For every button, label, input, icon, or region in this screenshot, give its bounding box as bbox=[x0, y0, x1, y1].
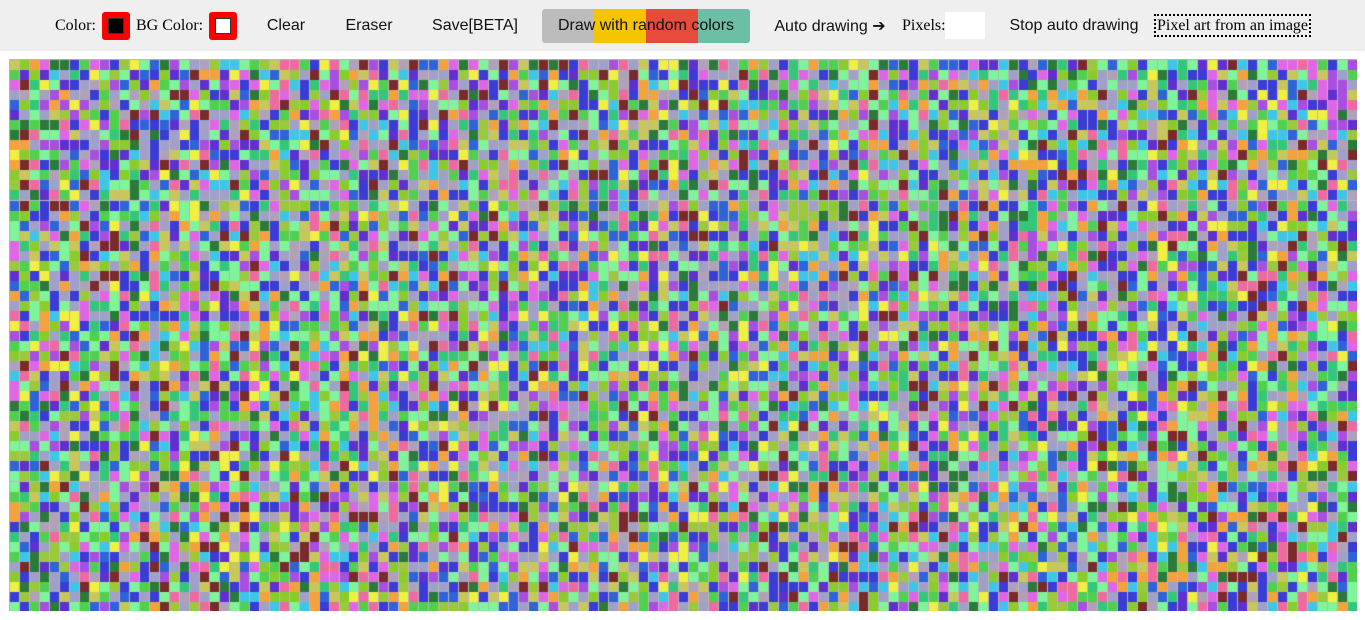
color-picker[interactable] bbox=[102, 12, 130, 40]
auto-drawing-button[interactable]: Auto drawing ➔ bbox=[774, 18, 886, 35]
pixels-input[interactable] bbox=[945, 12, 985, 39]
bg-color-label: BG Color: bbox=[136, 16, 204, 34]
random-colors-button[interactable]: Draw with random colors bbox=[542, 9, 750, 43]
drawing-canvas[interactable] bbox=[9, 59, 1357, 611]
random-colors-band bbox=[594, 9, 646, 43]
bg-color-picker-swatch bbox=[215, 18, 231, 34]
random-colors-label: Draw with random colors bbox=[557, 17, 735, 34]
clear-button[interactable]: Clear bbox=[266, 17, 306, 34]
pixel-art-from-image-button[interactable]: Pixel art from an image bbox=[1154, 14, 1311, 37]
toolbar: Color: BG Color: Clear Eraser Save[BETA]… bbox=[0, 0, 1365, 51]
color-label: Color: bbox=[55, 16, 96, 34]
save-button[interactable]: Save[BETA] bbox=[432, 17, 518, 34]
stop-auto-drawing-button[interactable]: Stop auto drawing bbox=[1009, 17, 1139, 34]
random-colors-band bbox=[542, 9, 594, 43]
eraser-button[interactable]: Eraser bbox=[345, 17, 393, 34]
color-picker-swatch bbox=[108, 18, 124, 34]
pixels-label: Pixels: bbox=[902, 16, 946, 34]
bg-color-picker[interactable] bbox=[209, 12, 237, 40]
pixel-grid[interactable] bbox=[9, 59, 1357, 611]
random-colors-band bbox=[646, 9, 698, 43]
random-colors-band bbox=[698, 9, 750, 43]
